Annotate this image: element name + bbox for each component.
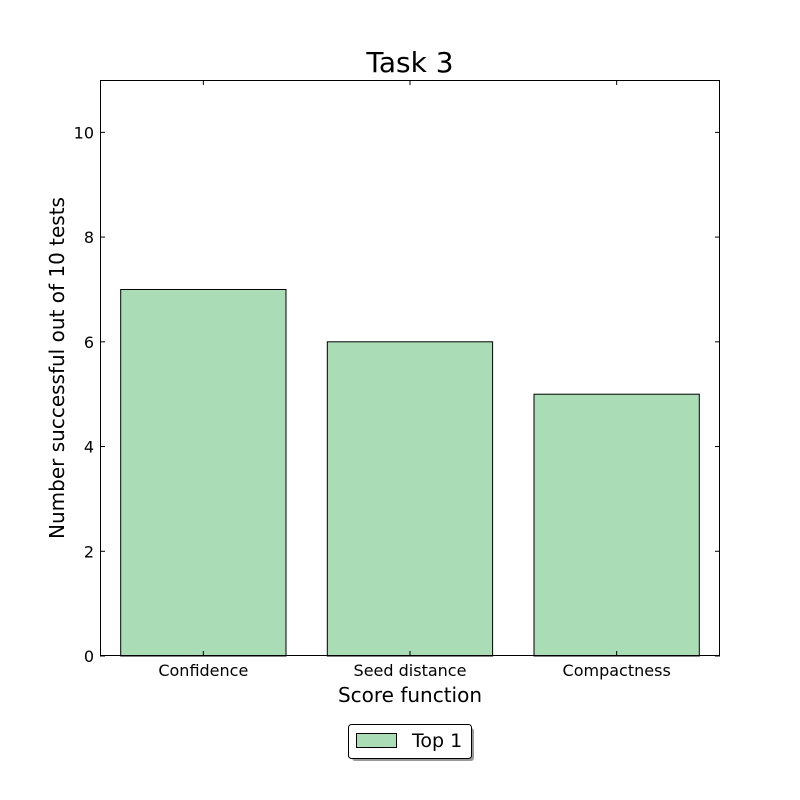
x-tick-label: Compactness <box>563 661 671 680</box>
bars-group <box>120 289 700 657</box>
y-axis-ticks: 0 2 4 6 8 10 <box>74 123 720 666</box>
bar-seed-distance <box>326 341 494 657</box>
y-tick-label: 2 <box>84 542 94 561</box>
plot-frame <box>100 80 720 656</box>
x-axis-title: Score function <box>338 683 482 707</box>
y-tick-label: 6 <box>84 333 94 352</box>
x-tick-label: Seed distance <box>354 661 467 680</box>
y-tick-label: 0 <box>84 647 94 666</box>
chart-title: Task 3 <box>365 46 453 79</box>
y-axis-title: Number successful out of 10 tests <box>45 197 69 539</box>
bar-compactness <box>533 393 700 657</box>
y-tick-label: 10 <box>74 123 94 142</box>
legend-label: Top 1 <box>411 730 462 752</box>
x-tick-label: Confidence <box>158 661 248 680</box>
legend-swatch <box>356 733 397 748</box>
y-tick-label: 4 <box>84 438 94 457</box>
legend: Top 1 <box>348 724 474 761</box>
bar-confidence <box>120 289 287 657</box>
y-tick-label: 8 <box>84 228 94 247</box>
